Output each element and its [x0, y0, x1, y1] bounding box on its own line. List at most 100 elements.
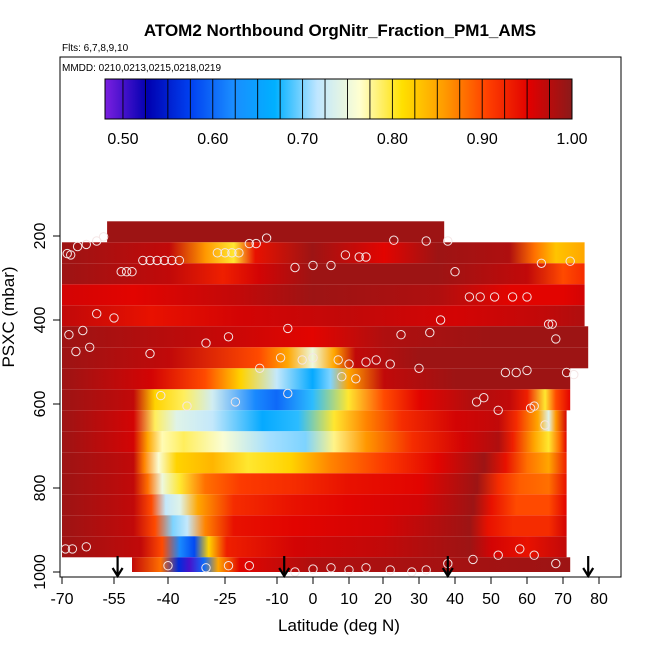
sample-marker: [159, 255, 170, 266]
sample-marker: [425, 327, 435, 338]
sample-marker: [85, 342, 95, 352]
sample-marker: [308, 260, 318, 271]
heatmap-layers: [62, 221, 589, 572]
flight-arrow: [111, 556, 124, 579]
sample-marker: [525, 403, 536, 413]
sample-marker: [81, 239, 92, 250]
sample-marker: [361, 563, 371, 573]
sample-marker: [337, 372, 347, 382]
sample-marker: [92, 309, 102, 319]
sample-marker: [290, 262, 300, 273]
sample-marker: [371, 355, 381, 365]
heatmap-band: [62, 452, 567, 474]
sample-marker: [67, 544, 78, 554]
sample-marker: [201, 563, 211, 573]
chart-title: ATOM2 Northbound OrgNitr_Fraction_PM1_AM…: [144, 21, 536, 40]
sample-marker: [421, 565, 431, 575]
x-tick-label: 30: [410, 591, 428, 608]
y-tick-label: 200: [32, 223, 49, 250]
sample-marker: [515, 544, 525, 554]
sample-marker: [489, 292, 500, 302]
sample-marker: [333, 355, 343, 365]
flight-arrow: [582, 556, 595, 579]
sample-marker: [464, 292, 475, 302]
sample-marker: [138, 255, 148, 266]
sample-marker: [109, 313, 119, 323]
x-tick-label: -40: [156, 591, 179, 608]
y-tick-label: 1000: [32, 554, 49, 590]
y-axis-label: PSXC (mbar): [0, 266, 18, 367]
y-axis: 200 400 600 800 1000: [32, 223, 60, 590]
sample-marker: [361, 357, 371, 367]
heatmap-band: [107, 221, 445, 243]
sample-marker: [174, 255, 185, 266]
sample-marker: [230, 397, 241, 407]
sample-marker: [389, 235, 399, 245]
sample-marker: [145, 348, 155, 359]
heatmap-band: [62, 284, 585, 306]
heatmap-band: [62, 263, 585, 285]
sample-marker: [261, 233, 272, 243]
sample-marker: [326, 260, 336, 271]
x-tick-label: -70: [50, 591, 73, 608]
sample-marker: [536, 258, 547, 268]
sample-marker: [407, 567, 417, 577]
x-tick-label: -55: [102, 591, 125, 608]
heatmap-band: [62, 326, 589, 348]
sample-marker: [529, 550, 539, 560]
sample-marker: [340, 250, 351, 260]
sample-marker: [308, 353, 318, 363]
colorbar: 0.50 0.60 0.70 0.80 0.90 1.00: [104, 78, 588, 148]
sample-marker: [308, 564, 318, 574]
sample-marker: [251, 238, 261, 249]
sample-marker: [479, 393, 489, 403]
sample-marker: [167, 255, 177, 266]
x-tick-label: -10: [265, 591, 288, 608]
sample-marker: [385, 565, 395, 575]
sample-marker: [234, 248, 244, 258]
x-tick-label: 80: [590, 591, 608, 608]
sample-marker: [540, 420, 550, 430]
sample-marker: [121, 267, 132, 277]
x-tick-label: 60: [518, 591, 536, 608]
y-tick-label: 800: [32, 475, 49, 502]
sample-marker: [561, 367, 572, 378]
sample-marker: [551, 334, 561, 344]
sample-marker: [156, 390, 166, 401]
sample-marker: [443, 236, 453, 246]
flight-arrows: [111, 556, 595, 579]
sample-marker: [396, 330, 406, 340]
sample-marker: [290, 567, 300, 577]
sample-marker: [64, 330, 74, 340]
sample-marker: [565, 256, 575, 266]
sample-marker: [493, 405, 503, 415]
sample-marker: [351, 374, 361, 384]
sample-marker: [551, 558, 561, 569]
colorbar-tick-label: 0.50: [107, 131, 138, 148]
sample-marker: [344, 565, 354, 575]
sample-marker: [547, 319, 557, 329]
sample-marker: [145, 255, 155, 266]
heatmap-band: [62, 347, 589, 369]
x-axis: -70 -55 -40 -25 -10 0 10 20 30 40 50 60 70 80: [50, 577, 608, 608]
sample-marker: [275, 353, 286, 363]
colorbar-gradient: [104, 78, 573, 120]
x-tick-label: 10: [340, 591, 358, 608]
colorbar-tick-label: 0.70: [287, 131, 318, 148]
heatmap-band: [62, 431, 567, 453]
y-tick-label: 600: [32, 391, 49, 418]
sample-marker: [92, 236, 102, 246]
sample-marker: [421, 236, 431, 246]
sample-marker: [223, 561, 234, 571]
sample-marker: [543, 319, 554, 329]
sample-marker: [471, 397, 482, 407]
sample-markers: [60, 232, 579, 577]
dates-note: MMDD: 0210,0213,0215,0218,0219: [62, 63, 221, 74]
colorbar-tick-label: 0.90: [467, 131, 498, 148]
sample-marker: [283, 323, 293, 334]
heatmap-band: [62, 494, 567, 516]
sample-marker: [66, 250, 76, 260]
heatmap-band: [62, 242, 585, 264]
sample-marker: [116, 267, 126, 277]
sample-marker: [297, 355, 307, 365]
